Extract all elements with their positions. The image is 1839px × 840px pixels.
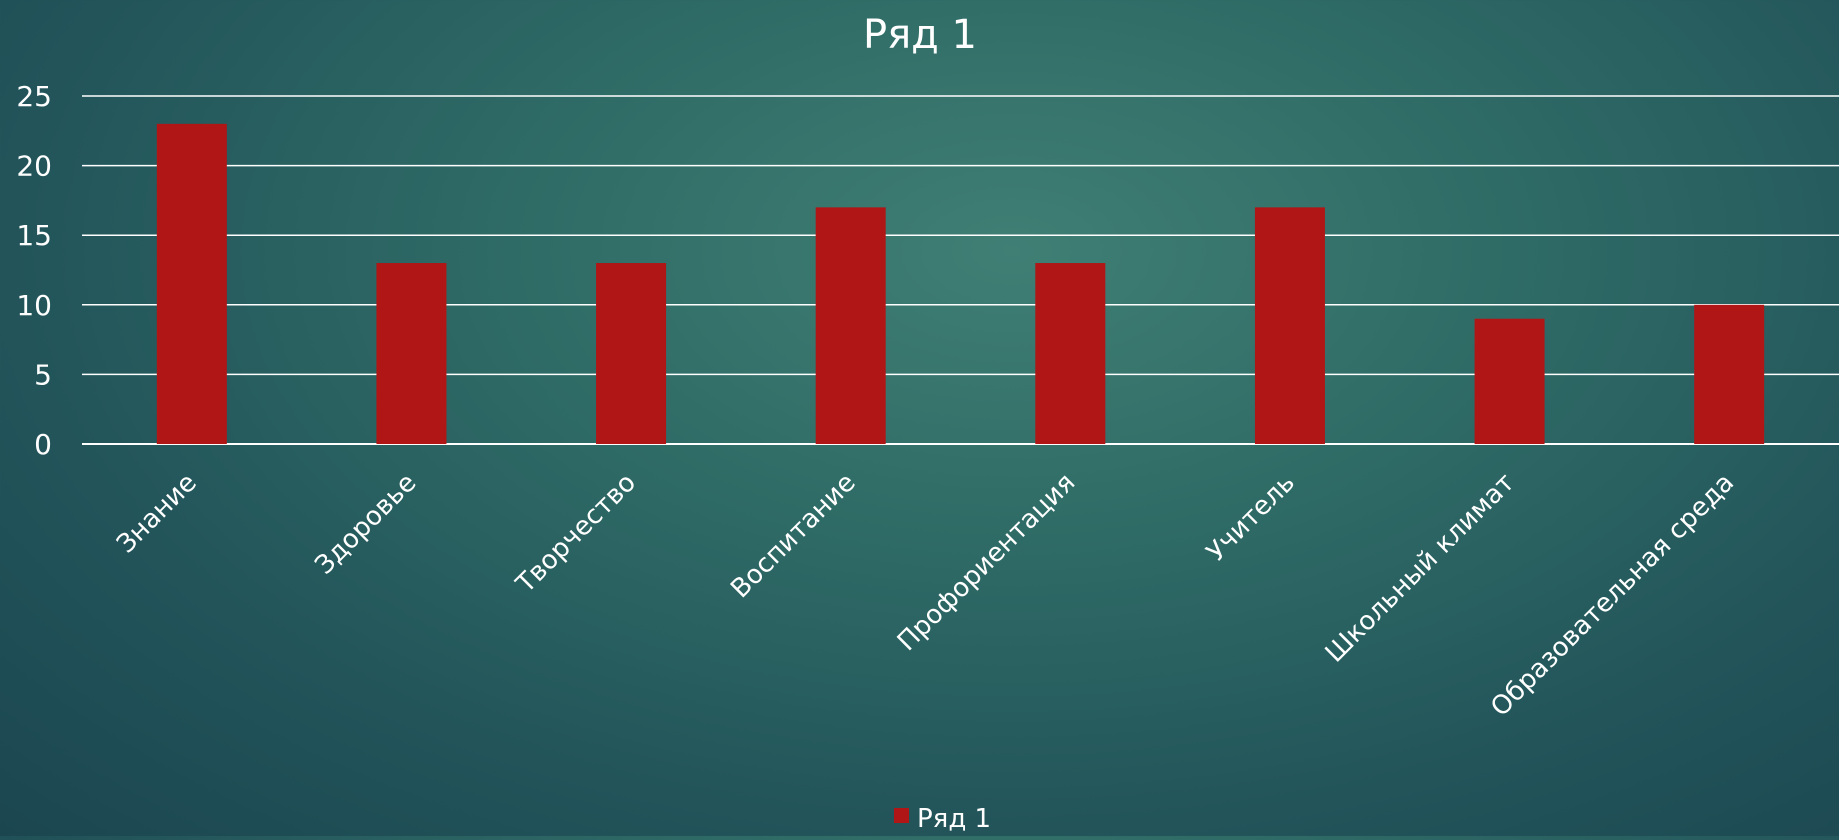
x-tick-label: Знание <box>111 468 203 560</box>
y-tick-label: 25 <box>16 80 52 113</box>
bar <box>1035 263 1106 444</box>
legend: Ряд 1 <box>894 804 991 834</box>
y-tick-label: 15 <box>16 219 52 252</box>
x-tick-label: Школьный климат <box>1320 468 1521 669</box>
bar <box>815 207 886 444</box>
y-tick-label: 10 <box>16 289 52 322</box>
legend-swatch <box>894 808 909 823</box>
bar <box>596 263 667 444</box>
x-tick-label: Образовательная среда <box>1485 468 1740 723</box>
y-axis-ticks: 0 5 10 15 20 25 <box>16 80 52 461</box>
bar <box>1474 318 1545 444</box>
y-tick-label: 0 <box>34 428 52 461</box>
x-axis-ticks: Знание Здоровье Творчество Воспитание Профор… <box>111 468 1740 723</box>
bar <box>156 123 227 444</box>
bar <box>376 263 447 444</box>
legend-label: Ряд 1 <box>917 804 991 834</box>
y-tick-label: 5 <box>34 358 52 391</box>
x-tick-label: Творчество <box>510 468 642 600</box>
chart-title: Ряд 1 <box>863 12 977 58</box>
bar <box>1254 207 1325 444</box>
y-tick-label: 20 <box>16 150 52 183</box>
bars <box>156 123 1765 444</box>
x-tick-label: Учитель <box>1201 468 1301 568</box>
bar <box>1694 304 1765 444</box>
x-tick-label: Здоровье <box>310 468 423 581</box>
gridlines <box>82 95 1839 445</box>
x-tick-label: Воспитание <box>725 468 861 604</box>
x-tick-label: Профориентация <box>892 468 1081 657</box>
